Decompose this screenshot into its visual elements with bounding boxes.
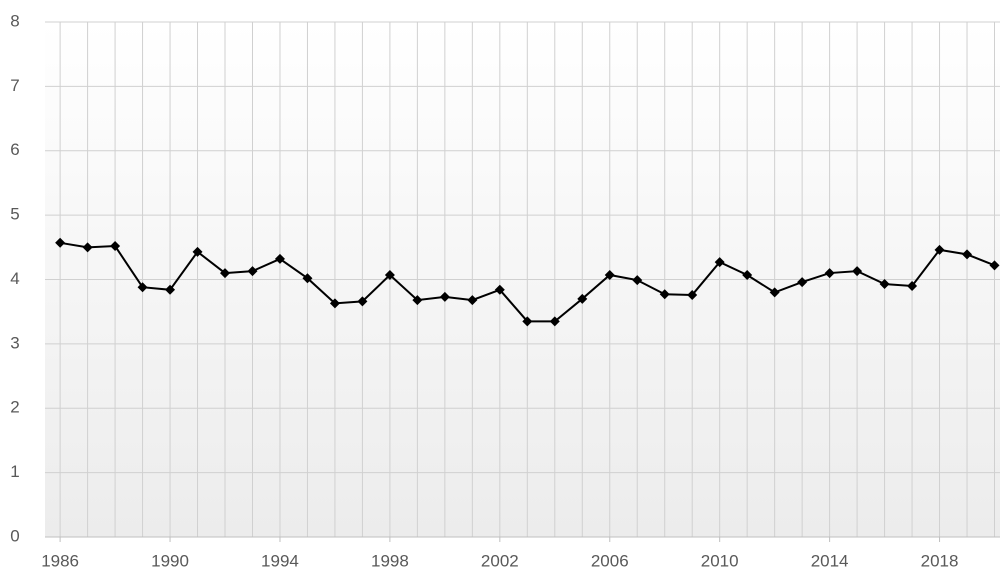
x-tick-label: 2014 [811, 551, 849, 570]
marker [412, 295, 423, 306]
marker [137, 282, 148, 293]
marker [549, 316, 560, 327]
y-tick-label: 3 [10, 333, 19, 352]
marker [989, 260, 1000, 271]
marker [907, 280, 918, 291]
y-tick-label: 2 [10, 398, 19, 417]
marker [604, 269, 615, 280]
marker [577, 293, 588, 304]
marker [329, 298, 340, 309]
marker [439, 291, 450, 302]
marker [165, 284, 176, 295]
x-tick-label: 1994 [261, 551, 299, 570]
x-tick-label: 2010 [701, 551, 739, 570]
marker [274, 253, 285, 264]
y-tick-label: 7 [10, 76, 19, 95]
y-tick-label: 0 [10, 526, 19, 545]
x-tick-label: 2002 [481, 551, 519, 570]
marker [797, 277, 808, 288]
marker [632, 275, 643, 286]
x-tick-label: 1998 [371, 551, 409, 570]
x-tick-label: 2006 [591, 551, 629, 570]
marker [467, 295, 478, 306]
marker [962, 249, 973, 260]
x-tick-label: 2018 [921, 551, 959, 570]
marker [934, 244, 945, 255]
marker [852, 266, 863, 277]
x-tick-label: 1990 [151, 551, 189, 570]
x-tick-label: 1986 [41, 551, 79, 570]
marker [110, 241, 121, 252]
y-tick-label: 1 [10, 462, 19, 481]
marker [714, 257, 725, 268]
y-tick-label: 6 [10, 140, 19, 159]
marker [742, 269, 753, 280]
marker [769, 287, 780, 298]
marker [384, 269, 395, 280]
y-tick-label: 4 [10, 269, 19, 288]
marker [879, 279, 890, 290]
marker [824, 268, 835, 279]
marker [192, 246, 203, 257]
marker [522, 316, 533, 327]
marker [220, 268, 231, 279]
marker [659, 289, 670, 300]
marker [247, 266, 258, 277]
marker [302, 273, 313, 284]
y-tick-label: 8 [10, 11, 19, 30]
marker [55, 237, 66, 248]
marker [494, 284, 505, 295]
marker [82, 242, 93, 253]
marker [357, 296, 368, 307]
y-tick-label: 5 [10, 205, 19, 224]
marker [687, 289, 698, 300]
